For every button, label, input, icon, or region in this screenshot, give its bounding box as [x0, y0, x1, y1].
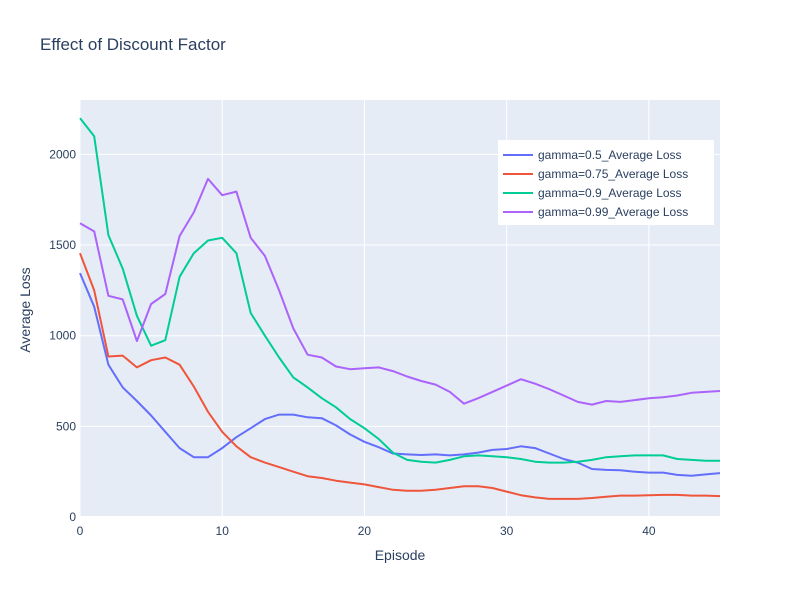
series-lines	[79, 117, 721, 500]
series-line	[79, 272, 721, 477]
y-tick-label: 2000	[49, 147, 76, 161]
series-line	[79, 117, 720, 464]
legend-item[interactable]: gamma=0.5_Average Loss	[503, 148, 682, 162]
y-tick-label: 1500	[49, 238, 76, 252]
legend[interactable]: gamma=0.5_Average Loss gamma=0.75_Average…	[498, 140, 714, 225]
legend-label: gamma=0.99_Average Loss	[538, 205, 688, 219]
x-tick-label: 40	[642, 524, 656, 538]
legend-label: gamma=0.5_Average Loss	[538, 148, 682, 162]
series-line	[79, 252, 721, 500]
x-tick-label: 30	[500, 524, 514, 538]
y-axis-label: Average Loss	[17, 267, 33, 352]
x-tick-label: 10	[216, 524, 230, 538]
legend-item[interactable]: gamma=0.75_Average Loss	[503, 167, 688, 181]
y-tick-label: 1000	[49, 329, 76, 343]
y-tick-label: 500	[56, 419, 76, 433]
chart-title: Effect of Discount Factor	[40, 35, 226, 54]
legend-item[interactable]: gamma=0.99_Average Loss	[503, 205, 688, 219]
legend-label: gamma=0.75_Average Loss	[538, 167, 688, 181]
x-tick-label: 20	[358, 524, 372, 538]
legend-box	[498, 140, 714, 225]
legend-label: gamma=0.9_Average Loss	[538, 186, 682, 200]
legend-items: gamma=0.5_Average Loss gamma=0.75_Average…	[503, 148, 688, 219]
legend-item[interactable]: gamma=0.9_Average Loss	[503, 186, 682, 200]
series-line	[79, 177, 721, 406]
y-tick-label: 0	[69, 510, 76, 524]
axis-ticks: 0 10 20 30 40 0 500 1000 1500 2000	[49, 147, 656, 538]
x-axis-label: Episode	[375, 547, 426, 563]
x-tick-label: 0	[77, 524, 84, 538]
